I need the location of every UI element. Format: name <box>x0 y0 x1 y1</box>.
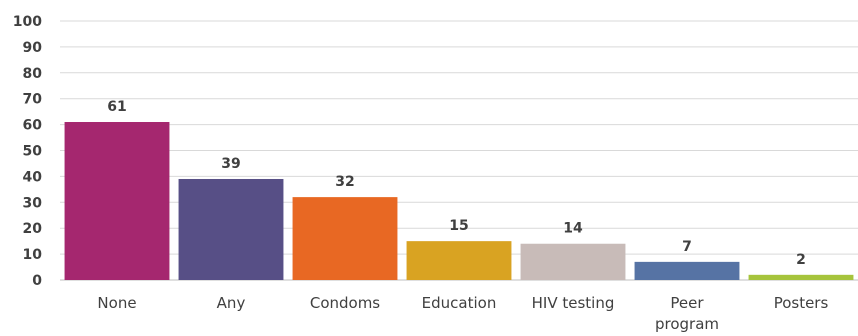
bars <box>64 122 854 280</box>
bar-peer-program <box>634 261 740 280</box>
data-label: 14 <box>563 221 583 237</box>
data-labels: 61 39 32 15 14 7 2 <box>107 99 806 268</box>
y-tick-label: 0 <box>32 273 42 289</box>
y-tick-label: 60 <box>23 118 43 134</box>
y-tick-label: 100 <box>13 14 42 30</box>
data-label: 2 <box>796 252 806 268</box>
bar-posters <box>748 274 854 280</box>
bar-education <box>406 241 512 280</box>
x-tick-label: Education <box>422 294 497 312</box>
data-label: 15 <box>449 218 468 234</box>
y-tick-label: 30 <box>23 195 43 211</box>
bar-hiv-testing <box>520 243 626 280</box>
x-axis-tick-labels: None Any Condoms Education HIV testing Peer pr… <box>97 294 828 333</box>
x-tick-label: None <box>97 294 136 312</box>
y-tick-label: 40 <box>23 169 43 185</box>
y-tick-label: 50 <box>23 144 43 160</box>
bar-condoms <box>292 197 398 280</box>
y-tick-label: 20 <box>23 221 43 237</box>
x-tick-label: Condoms <box>310 294 380 312</box>
y-axis-tick-labels: 0 10 20 30 40 50 60 70 80 90 100 <box>13 14 42 289</box>
x-tick-label: Posters <box>774 294 829 312</box>
data-label: 39 <box>221 156 240 172</box>
data-label: 7 <box>682 239 692 255</box>
bar-none <box>64 122 170 280</box>
bar-any <box>178 178 284 280</box>
y-tick-label: 10 <box>23 247 43 263</box>
y-tick-label: 80 <box>23 66 43 82</box>
y-tick-label: 70 <box>23 92 43 108</box>
data-label: 32 <box>335 174 354 190</box>
y-tick-label: 90 <box>23 40 43 56</box>
x-tick-label: HIV testing <box>532 294 615 312</box>
x-tick-label: Peer program <box>655 294 719 333</box>
data-label: 61 <box>107 99 126 115</box>
x-tick-label: Any <box>217 294 246 312</box>
